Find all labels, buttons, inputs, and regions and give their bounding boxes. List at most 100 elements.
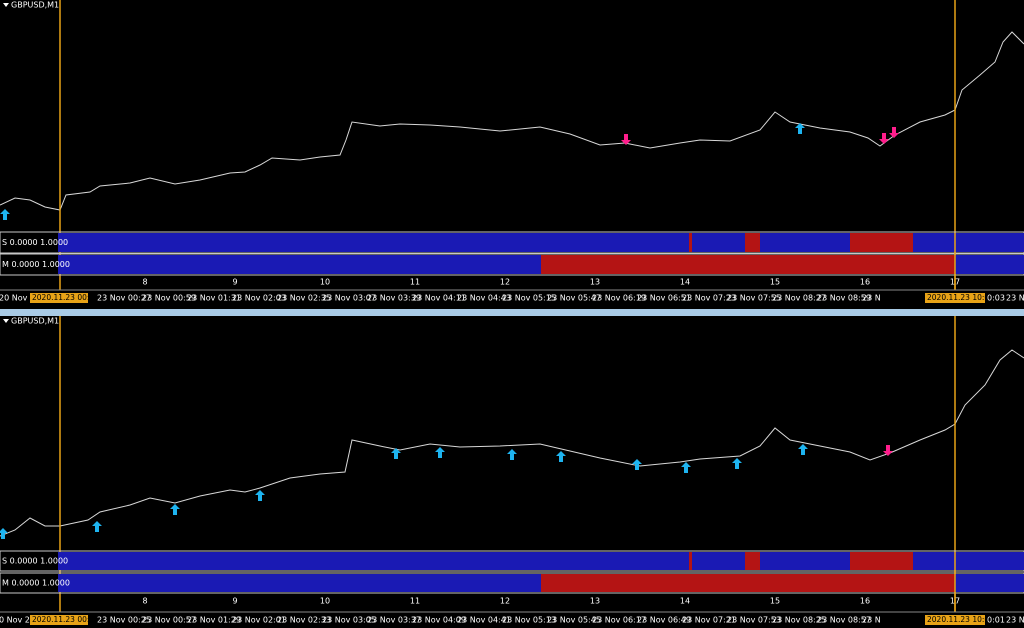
time-label: 23 Nov 01:31 (187, 294, 241, 303)
time-highlight (925, 615, 985, 625)
time-label: 23 Nov 01:29 (187, 616, 241, 625)
time-label: 20 Nov 2 (0, 294, 35, 303)
time-label: 23 Nov 07:55 (727, 294, 781, 303)
price-line (0, 31, 1024, 211)
buy-arrow (170, 504, 180, 515)
hour-label: 9 (232, 597, 237, 606)
time-label-highlight: 2020.11.23 10:00 (927, 615, 994, 624)
indicator-label: M 0.0000 1.0000 (2, 579, 70, 588)
time-highlight (925, 293, 985, 303)
hour-label: 17 (950, 597, 960, 606)
buy-arrow (255, 490, 265, 501)
time-label-highlight: 2020.11.23 00:00 (32, 293, 99, 302)
hour-label: 11 (410, 597, 420, 606)
buy-arrow (798, 444, 808, 455)
sell-arrow (889, 127, 899, 138)
time-label: 23 Nov 08:27 (772, 294, 826, 303)
time-label: 23 Nov 00:25 (97, 616, 151, 625)
sell-arrow (621, 134, 631, 145)
buy-arrow (435, 447, 445, 458)
hour-label: 10 (320, 278, 330, 287)
indicator-frame (0, 253, 1024, 276)
time-label: 23 N (862, 616, 881, 625)
indicator-blue (58, 233, 1024, 252)
time-label: 23 Nov 07:53 (727, 616, 781, 625)
time-label-highlight: 2020.11.23 10:00 (927, 293, 994, 302)
time-label: 23 Nov 06:19 (592, 294, 646, 303)
symbol-label: GBPUSD,M1 (11, 317, 59, 326)
time-label: 23 Nov 07:21 (682, 616, 736, 625)
indicator-red (745, 552, 760, 570)
time-label: 23 Nov 00:59 (142, 294, 196, 303)
hour-label: 8 (142, 278, 147, 287)
indicator-label: M 0.0000 1.0000 (2, 260, 70, 269)
buy-arrow (795, 123, 805, 134)
time-label: 23 Nov 08:25 (772, 616, 826, 625)
time-label: 23 Nov 02:33 (277, 616, 331, 625)
sell-arrow (883, 445, 893, 456)
time-label: 23 Nov 08:59 (817, 294, 871, 303)
panel-separator (0, 309, 1024, 316)
time-label: 23 Nov 06:17 (592, 616, 646, 625)
time-label: 23 Nov 03:05 (322, 616, 376, 625)
time-label: 23 Nov 06:51 (637, 294, 691, 303)
hour-label: 11 (410, 278, 420, 287)
buy-arrow (0, 528, 8, 539)
hour-label: 14 (680, 278, 690, 287)
time-label: 23 Nov 08:57 (817, 616, 871, 625)
symbol-label: GBPUSD,M1 (11, 1, 59, 10)
indicator-red (745, 233, 760, 252)
time-label: 23 Nov 03:39 (367, 294, 421, 303)
time-label: 23 Nov 02:03 (232, 294, 286, 303)
menu-triangle (3, 3, 9, 7)
indicator-red (850, 552, 913, 570)
indicator-red (541, 574, 955, 592)
hour-label: 13 (590, 597, 600, 606)
time-label: 23 Nov 04:09 (412, 616, 466, 625)
time-label: 23 Nov 02:01 (232, 616, 286, 625)
hour-label: 15 (770, 278, 780, 287)
time-label: 23 N (862, 294, 881, 303)
time-label: 23 N (1006, 294, 1024, 303)
time-label: 23 Nov 04:11 (412, 294, 466, 303)
time-label: 23 Nov 03:37 (367, 616, 421, 625)
indicator-frame (0, 550, 1024, 572)
time-label: 23 Nov 05:45 (547, 616, 601, 625)
buy-arrow (732, 458, 742, 469)
sell-arrow (879, 133, 889, 144)
hour-label: 12 (500, 278, 510, 287)
hour-label: 10 (320, 597, 330, 606)
time-label: 0:03 (987, 294, 1005, 303)
indicator-label: S 0.0000 1.0000 (2, 557, 68, 566)
time-label: 23 Nov 03:07 (322, 294, 376, 303)
hour-label: 9 (232, 278, 237, 287)
menu-triangle (3, 319, 9, 323)
indicator-frame (0, 231, 1024, 254)
buy-arrow (556, 451, 566, 462)
buy-arrow (0, 209, 10, 220)
time-label: 23 Nov 06:49 (637, 616, 691, 625)
indicator-label: S 0.0000 1.0000 (2, 238, 68, 247)
indicator-red (850, 233, 913, 252)
hour-label: 8 (142, 597, 147, 606)
indicator-red (689, 552, 692, 570)
time-highlight (30, 293, 88, 303)
buy-arrow (632, 459, 642, 470)
buy-arrow (681, 462, 691, 473)
hour-label: 16 (860, 278, 870, 287)
time-label: 23 Nov 04:43 (457, 294, 511, 303)
time-label: 23 Nov 00:27 (97, 294, 151, 303)
indicator-red (689, 233, 692, 252)
time-label-highlight: 2020.11.23 00:00 (32, 615, 99, 624)
time-highlight (30, 615, 88, 625)
time-label: 23 Nov 04:41 (457, 616, 511, 625)
buy-arrow (92, 521, 102, 532)
price-line (0, 349, 1024, 537)
time-label: 0:01 (987, 616, 1005, 625)
time-label: 23 Nov 00:57 (142, 616, 196, 625)
buy-arrow (507, 449, 517, 460)
hour-label: 15 (770, 597, 780, 606)
time-label: 23 N (1006, 616, 1024, 625)
time-label: 23 Nov 05:13 (502, 616, 556, 625)
